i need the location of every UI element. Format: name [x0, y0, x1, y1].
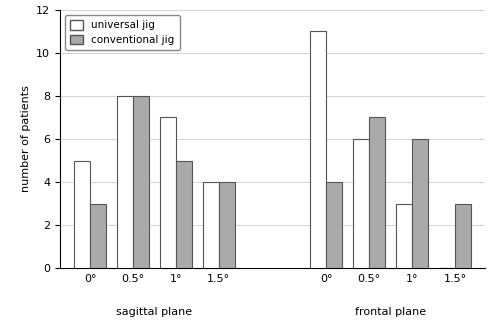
Bar [90, 203, 106, 268]
Legend: universal jig, conventional jig: universal jig, conventional jig [65, 15, 180, 50]
Text: frontal plane: frontal plane [355, 307, 426, 317]
Y-axis label: number of patients: number of patients [20, 86, 30, 192]
Bar [116, 96, 133, 268]
Text: sagittal plane: sagittal plane [116, 307, 192, 317]
Bar [176, 161, 192, 268]
Bar [353, 139, 369, 268]
Bar [369, 117, 386, 268]
Bar [326, 182, 342, 268]
Bar [202, 182, 219, 268]
Bar [219, 182, 235, 268]
Bar [396, 203, 412, 268]
Bar [133, 96, 150, 268]
Bar [74, 161, 90, 268]
Bar [455, 203, 471, 268]
Bar [412, 139, 428, 268]
Bar [160, 117, 176, 268]
Bar [310, 31, 326, 268]
